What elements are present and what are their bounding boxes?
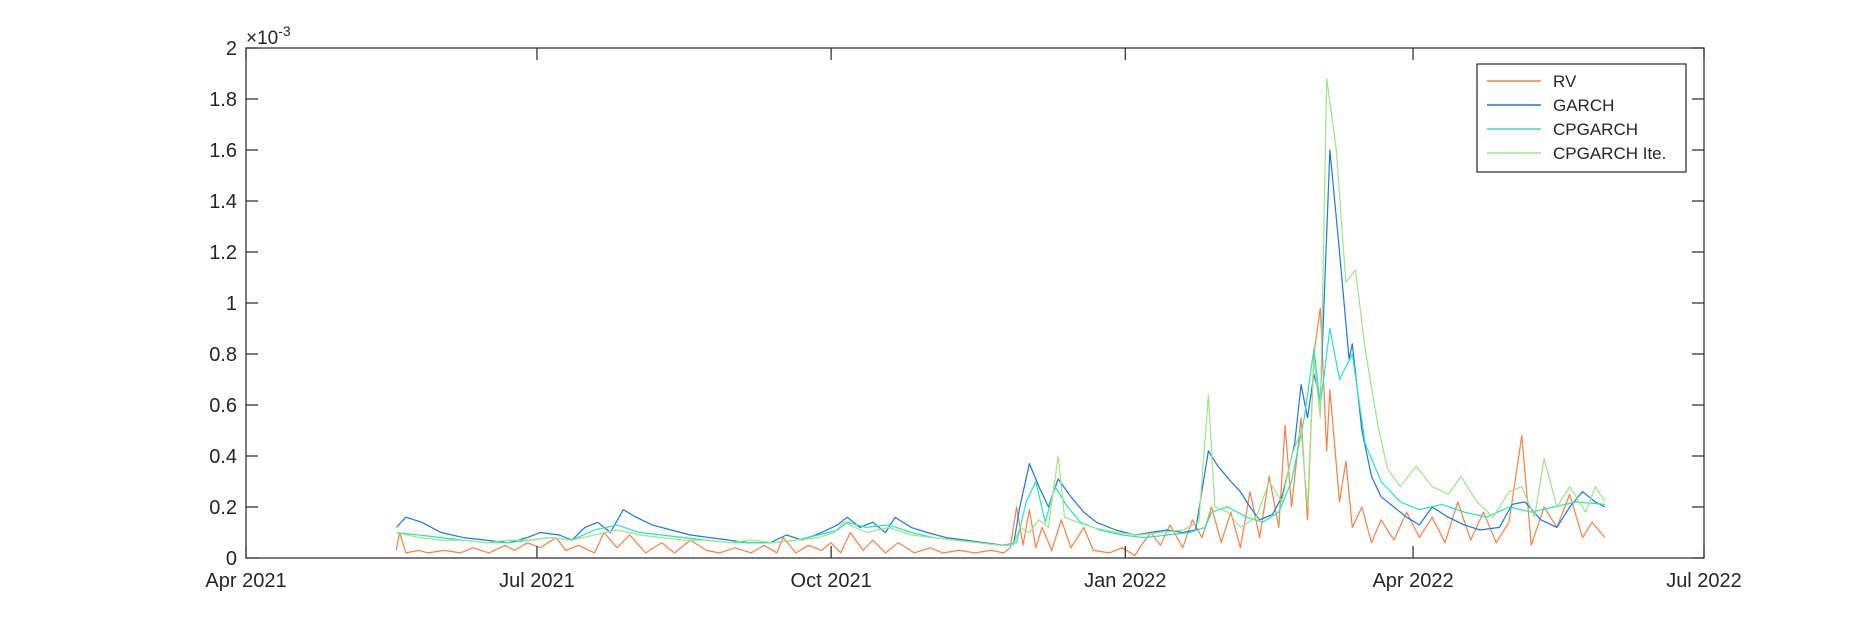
legend-label: CPGARCH [1553, 120, 1638, 139]
series-line-4 [396, 77, 1606, 546]
series-line-3 [396, 327, 1605, 546]
x-tick-label: Jul 2022 [1666, 570, 1742, 592]
y-exponent-power: -3 [278, 23, 291, 39]
y-exponent-base: ×10 [246, 28, 278, 49]
legend: RV GARCH CPGARCH CPGARCH Ite. [1476, 63, 1687, 173]
series-line-2 [395, 149, 1606, 546]
legend-label: RV [1553, 72, 1577, 91]
y-tick-label: 0.8 [209, 344, 237, 366]
y-tick-label: 0 [226, 548, 237, 570]
series-layer [395, 77, 1606, 557]
legend-label: GARCH [1553, 96, 1614, 115]
x-tick-label: Apr 2022 [1372, 570, 1453, 592]
y-exponent-label: ×10-3 [246, 23, 291, 49]
series-line-1 [395, 307, 1606, 557]
ticks-layer: Apr 2021 Jul 2021 Oct 2021 Jan 2022 Apr 2022… [205, 38, 1741, 592]
x-tick-label: Jan 2022 [1084, 570, 1166, 592]
y-tick-label: 1 [226, 293, 237, 315]
legend-label: CPGARCH Ite. [1553, 144, 1666, 163]
y-tick-label: 1.4 [209, 191, 237, 213]
x-tick-label: Apr 2021 [205, 570, 286, 592]
y-tick-label: 0.6 [209, 395, 237, 417]
y-tick-label: 1.8 [209, 89, 237, 111]
y-tick-label: 1.2 [209, 242, 237, 264]
plot-area [246, 48, 1704, 558]
x-tick-label: Jul 2021 [499, 570, 575, 592]
y-tick-label: 2 [226, 38, 237, 60]
y-tick-label: 0.4 [209, 446, 237, 468]
legend-box [1476, 63, 1687, 173]
y-tick-label: 1.6 [209, 140, 237, 162]
y-tick-label: 0.2 [209, 497, 237, 519]
x-tick-label: Oct 2021 [791, 570, 872, 592]
